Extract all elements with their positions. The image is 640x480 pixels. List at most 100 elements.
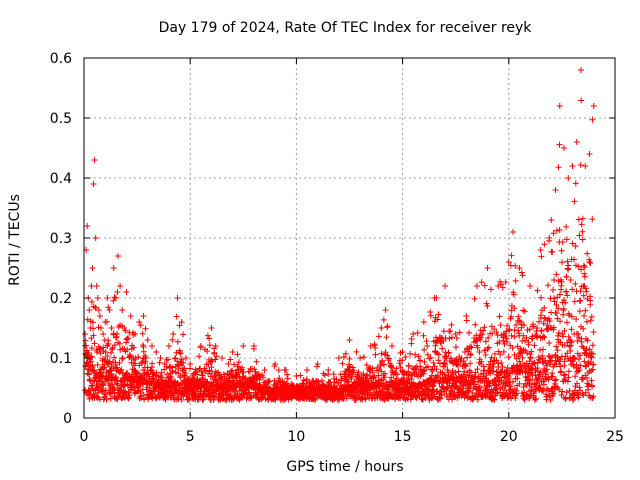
roti-point	[250, 343, 257, 349]
roti-point	[582, 389, 589, 396]
roti-point	[97, 325, 104, 331]
roti-point	[372, 351, 379, 358]
roti-point	[346, 355, 353, 362]
roti-point	[111, 342, 118, 349]
roti-point	[181, 365, 188, 372]
roti-point	[196, 353, 203, 360]
roti-point	[208, 370, 215, 377]
roti-point	[364, 371, 371, 378]
roti-point	[455, 368, 462, 375]
roti-point	[229, 349, 236, 355]
roti-point	[126, 392, 133, 399]
roti-point	[516, 265, 523, 271]
roti-point	[114, 253, 121, 259]
roti-point	[98, 372, 105, 379]
roti-point	[131, 367, 138, 374]
roti-point	[176, 322, 183, 329]
roti-point	[394, 371, 401, 378]
roti-point	[410, 331, 417, 337]
roti-point	[177, 358, 184, 365]
roti-point	[538, 294, 545, 301]
roti-point	[197, 343, 204, 349]
roti-point	[208, 357, 215, 364]
roti-point	[227, 356, 234, 363]
roti-point	[587, 297, 594, 304]
roti-point	[455, 362, 462, 369]
roti-point	[149, 360, 156, 367]
roti-point	[441, 385, 448, 392]
roti-point	[521, 322, 528, 329]
roti-point	[537, 369, 544, 376]
roti-point	[346, 337, 353, 343]
roti-point	[380, 361, 387, 368]
roti-point	[537, 312, 544, 319]
roti-point	[540, 346, 547, 353]
roti-point	[476, 349, 483, 356]
roti-point	[566, 312, 573, 319]
roti-point	[144, 384, 151, 391]
roti-point	[582, 285, 589, 292]
roti-point	[140, 313, 147, 319]
roti-point	[561, 327, 568, 334]
roti-point	[563, 389, 570, 396]
roti-point	[426, 355, 433, 362]
roti-point	[555, 329, 562, 336]
roti-point	[440, 328, 447, 335]
roti-point	[589, 342, 596, 349]
roti-point	[477, 387, 484, 394]
roti-point	[536, 382, 543, 389]
roti-point	[465, 388, 472, 395]
roti-point	[489, 330, 496, 337]
roti-point	[536, 375, 543, 382]
roti-point	[554, 315, 561, 322]
roti-point	[495, 348, 502, 355]
roti-point	[178, 396, 185, 403]
roti-point	[581, 273, 588, 280]
roti-point	[499, 284, 506, 291]
roti-point	[285, 396, 292, 403]
roti-point	[577, 162, 584, 169]
roti-point	[95, 307, 102, 313]
roti-point	[497, 322, 504, 329]
roti-point	[360, 354, 367, 361]
chart-title: Day 179 of 2024, Rate Of TEC Index for r…	[159, 20, 533, 36]
roti-point	[587, 260, 594, 267]
roti-point	[169, 367, 176, 374]
roti-point	[556, 141, 563, 148]
roti-point	[481, 324, 488, 331]
roti-point	[431, 393, 438, 400]
roti-point	[585, 381, 592, 388]
roti-point	[563, 236, 570, 243]
roti-point	[485, 334, 492, 341]
roti-point	[212, 343, 219, 349]
roti-point	[484, 265, 491, 271]
roti-point	[421, 367, 428, 374]
roti-point	[106, 307, 113, 313]
roti-point	[580, 325, 587, 332]
roti-point	[483, 372, 490, 379]
roti-point	[549, 248, 556, 255]
roti-point	[546, 234, 553, 241]
roti-point	[369, 365, 376, 372]
roti-point	[545, 376, 552, 383]
roti-point	[88, 345, 95, 352]
roti-point	[433, 366, 440, 373]
roti-point	[153, 349, 160, 355]
roti-point	[112, 295, 119, 301]
roti-point	[255, 371, 262, 378]
roti-point	[467, 352, 474, 359]
roti-point	[534, 287, 541, 294]
roti-point	[478, 279, 485, 286]
roti-point	[554, 294, 561, 301]
roti-point	[586, 258, 593, 265]
roti-point	[132, 355, 139, 362]
roti-point	[269, 395, 276, 402]
roti-point	[219, 355, 226, 361]
roti-point	[563, 319, 570, 326]
roti-point	[447, 392, 454, 399]
roti-point	[503, 328, 510, 335]
roti-point	[521, 308, 528, 315]
x-tick-label: 0	[80, 429, 89, 445]
roti-point	[182, 355, 189, 361]
